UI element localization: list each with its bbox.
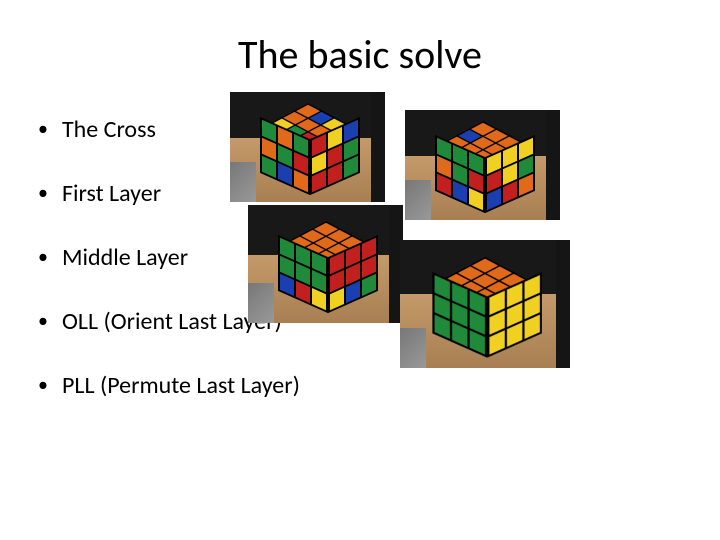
bullet-text: The Cross <box>62 115 156 145</box>
cube-photo <box>400 240 570 368</box>
bullet-dot: • <box>38 307 48 335</box>
slide-title: The basic solve <box>0 30 720 79</box>
bullet-text: First Layer <box>62 179 161 209</box>
bullet-dot: • <box>38 371 48 399</box>
bullet-text: PLL (Permute Last Layer) <box>62 371 300 401</box>
bullet-text: Middle Layer <box>62 243 188 273</box>
cube-photo <box>248 205 403 323</box>
cube-photo <box>405 110 560 220</box>
bullet-dot: • <box>38 115 48 143</box>
bullet-dot: • <box>38 243 48 271</box>
cube-photo <box>230 92 385 202</box>
bullet-dot: • <box>38 179 48 207</box>
bullet-item: • PLL (Permute Last Layer) <box>38 371 368 401</box>
